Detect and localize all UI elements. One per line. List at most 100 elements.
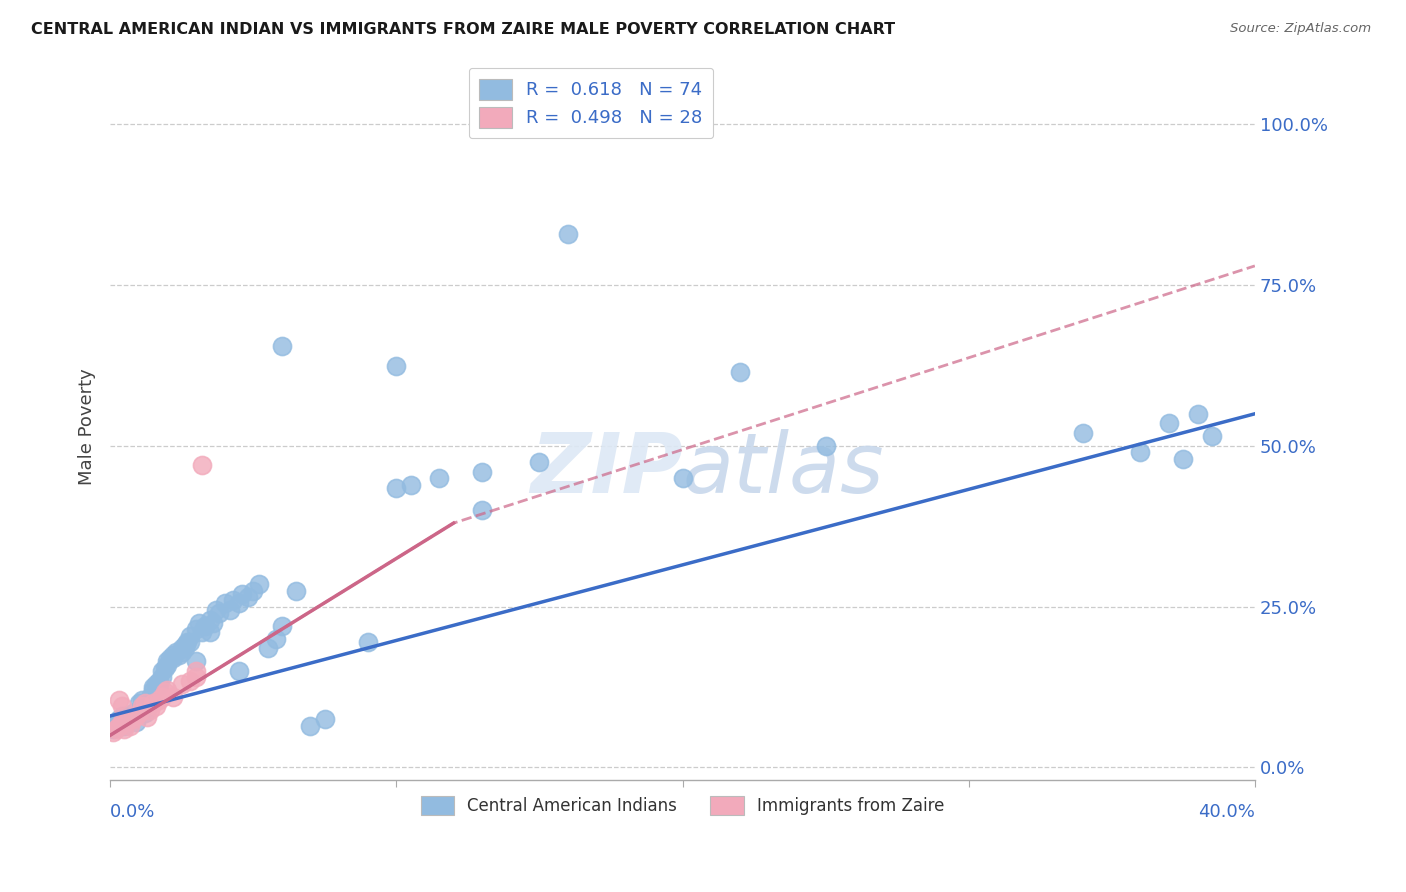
Point [107,719,129,733]
Point [314,712,336,726]
Point [134,706,156,720]
Point [557,227,579,241]
Point [159,651,181,665]
Y-axis label: Male Poverty: Male Poverty [79,368,96,485]
Point [117,714,139,728]
Point [1173,451,1195,466]
Point [247,577,270,591]
Point [270,619,292,633]
Point [131,693,153,707]
Point [184,664,207,678]
Point [131,699,153,714]
Point [150,690,173,704]
Point [153,661,176,675]
Point [270,339,292,353]
Point [179,635,201,649]
Point [194,619,217,633]
Point [170,677,193,691]
Point [256,641,278,656]
Point [114,722,136,736]
Point [200,613,222,627]
Point [1129,445,1152,459]
Point [205,603,228,617]
Point [114,719,136,733]
Point [222,593,245,607]
Point [179,629,201,643]
Point [134,696,156,710]
Point [150,664,173,678]
Point [190,625,212,640]
Point [179,673,201,688]
Point [110,709,132,723]
Point [285,583,308,598]
Point [145,677,167,691]
Point [156,657,179,672]
Point [208,606,231,620]
Point [264,632,287,646]
Point [671,471,693,485]
Point [427,471,450,485]
Point [184,670,207,684]
Point [236,590,259,604]
Point [1157,417,1180,431]
Text: ZIP: ZIP [530,428,682,509]
Point [122,706,145,720]
Point [471,503,494,517]
Point [529,455,551,469]
Point [104,722,127,736]
Text: 40.0%: 40.0% [1198,803,1256,821]
Point [214,597,236,611]
Point [173,638,195,652]
Point [128,706,150,720]
Point [142,696,165,710]
Point [125,709,148,723]
Point [385,481,408,495]
Point [122,712,145,726]
Point [231,587,253,601]
Point [357,635,380,649]
Point [385,359,408,373]
Point [110,699,132,714]
Point [136,701,159,715]
Point [1187,407,1209,421]
Point [471,465,494,479]
Legend: Central American Indians, Immigrants from Zaire: Central American Indians, Immigrants fro… [411,786,955,825]
Point [228,664,250,678]
Point [242,583,264,598]
Point [184,622,207,636]
Point [1071,426,1094,441]
Point [136,710,159,724]
Point [219,603,242,617]
Point [142,683,165,698]
Text: Source: ZipAtlas.com: Source: ZipAtlas.com [1230,22,1371,36]
Point [176,635,198,649]
Text: CENTRAL AMERICAN INDIAN VS IMMIGRANTS FROM ZAIRE MALE POVERTY CORRELATION CHART: CENTRAL AMERICAN INDIAN VS IMMIGRANTS FR… [31,22,896,37]
Point [228,597,250,611]
Point [101,722,124,736]
Point [134,699,156,714]
Point [156,654,179,668]
Point [153,684,176,698]
Point [399,477,422,491]
Point [202,615,225,630]
Point [156,683,179,698]
Point [170,641,193,656]
Point [200,625,222,640]
Point [125,715,148,730]
Point [101,725,124,739]
Point [120,719,142,733]
Point [167,648,190,662]
Point [107,712,129,726]
Point [104,715,127,730]
Point [814,439,837,453]
Point [165,645,187,659]
Point [150,670,173,684]
Point [173,641,195,656]
Point [139,702,162,716]
Point [139,690,162,704]
Point [299,719,322,733]
Point [148,678,170,692]
Point [128,696,150,710]
Point [117,714,139,728]
Point [170,645,193,659]
